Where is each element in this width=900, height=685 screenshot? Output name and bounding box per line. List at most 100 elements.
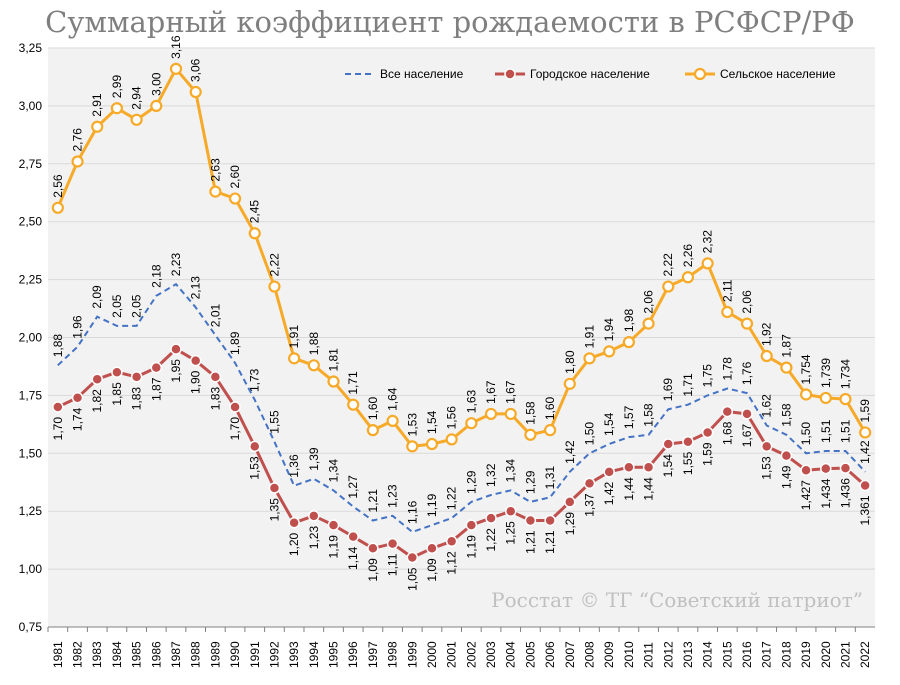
- rural-value-label: 1,754: [799, 354, 813, 384]
- urban-value-label: 1,21: [523, 530, 537, 554]
- rural-point: [130, 113, 143, 126]
- urban-value-label: 1,25: [504, 521, 518, 545]
- rural-point: [169, 62, 183, 75]
- rural-point: [189, 85, 202, 99]
- all-value-label: 1,75: [701, 364, 715, 388]
- urban-point: [760, 440, 773, 453]
- urban-point: [111, 366, 123, 378]
- x-tick-label: 1999: [405, 641, 419, 668]
- all-value-label: 1,71: [681, 373, 695, 397]
- urban-point: [465, 519, 478, 531]
- urban-value-label: 1,05: [405, 567, 419, 591]
- rural-value-label: 1,59: [858, 399, 872, 423]
- rural-value-label: 1,60: [366, 396, 380, 420]
- rural-value-label: 3,06: [189, 58, 203, 82]
- rural-value-label: 1,88: [307, 332, 321, 356]
- rural-value-label: 2,76: [71, 128, 85, 152]
- all-value-label: 1,21: [366, 489, 380, 513]
- x-tick-label: 1984: [110, 641, 124, 668]
- x-tick-label: 2007: [563, 641, 577, 668]
- urban-value-label: 1,22: [484, 528, 498, 552]
- rural-value-label: 1,58: [523, 401, 537, 425]
- urban-value-label: 1,68: [720, 421, 734, 445]
- rural-value-label: 2,45: [248, 200, 262, 224]
- y-tick-label: 2,75: [19, 157, 43, 171]
- rural-point: [425, 437, 439, 451]
- all-value-label: 1,19: [425, 493, 439, 517]
- all-value-label: 2,18: [149, 264, 163, 288]
- all-value-label: 1,32: [484, 463, 498, 487]
- x-tick-label: 2000: [425, 641, 439, 668]
- rural-value-label: 1,91: [287, 325, 301, 349]
- series-lines: [51, 62, 872, 564]
- urban-value-label: 1,09: [366, 558, 380, 582]
- rural-value-label: 3,00: [149, 72, 163, 96]
- rural-point: [504, 407, 517, 421]
- rural-point: [110, 102, 124, 115]
- urban-value-label: 1,55: [681, 451, 695, 475]
- x-tick-label: 1994: [307, 641, 321, 668]
- all-value-label: 2,05: [110, 294, 124, 318]
- rural-point: [51, 201, 64, 214]
- urban-value-label: 1,427: [799, 480, 813, 510]
- x-tick-label: 1986: [149, 641, 163, 668]
- rural-value-label: 2,06: [642, 290, 656, 314]
- urban-value-label: 1,87: [149, 377, 163, 401]
- x-tick-label: 2011: [642, 642, 656, 668]
- x-tick-label: 2008: [582, 641, 596, 668]
- rural-value-label: 1,94: [602, 318, 616, 342]
- urban-value-label: 1,53: [248, 456, 262, 480]
- x-tick-label: 1997: [366, 641, 380, 668]
- all-value-label: 2,09: [90, 285, 104, 309]
- rural-value-label: 1,71: [346, 371, 360, 395]
- urban-point: [741, 408, 753, 420]
- urban-value-label: 1,12: [445, 551, 459, 575]
- urban-value-label: 1,19: [327, 535, 341, 559]
- rural-point: [740, 317, 754, 330]
- urban-point: [170, 343, 182, 355]
- rural-point: [445, 433, 458, 446]
- all-value-label: 1,22: [445, 486, 459, 510]
- urban-value-label: 1,90: [189, 370, 203, 394]
- urban-value-label: 1,67: [740, 424, 754, 448]
- x-tick-label: 2010: [622, 641, 636, 668]
- all-value-label: 1,29: [523, 470, 537, 494]
- all-value-label: 1,29: [464, 470, 478, 494]
- all-value-label: 1,34: [327, 459, 341, 483]
- urban-value-label: 1,49: [779, 465, 793, 489]
- all-value-label: 1,96: [71, 315, 85, 339]
- rural-point: [288, 352, 301, 365]
- legend-label-all: Все население: [380, 67, 464, 81]
- urban-point: [367, 542, 379, 555]
- urban-value-label: 1,44: [622, 477, 636, 501]
- all-value-label: 1,42: [858, 440, 872, 464]
- all-value-label: 1,54: [602, 412, 616, 436]
- x-tick-label: 1995: [327, 641, 341, 668]
- x-tick-label: 2015: [720, 641, 734, 668]
- urban-value-label: 1,42: [602, 482, 616, 506]
- urban-point: [564, 496, 576, 508]
- urban-point: [249, 440, 261, 453]
- x-tick-label: 2021: [838, 641, 852, 668]
- urban-point: [544, 514, 556, 527]
- rural-point: [524, 428, 537, 441]
- urban-value-label: 1,29: [563, 512, 577, 536]
- rural-value-label: 2,06: [740, 290, 754, 314]
- urban-point: [347, 530, 359, 543]
- rural-value-label: 1,53: [405, 413, 419, 437]
- all-value-label: 2,05: [130, 294, 144, 318]
- x-tick-label: 1992: [267, 641, 281, 668]
- x-tick-label: 2004: [504, 641, 518, 668]
- rural-value-label: 2,26: [681, 244, 695, 268]
- all-value-label: 1,34: [504, 459, 518, 483]
- x-tick-label: 1993: [287, 641, 301, 668]
- y-tick-label: 2,25: [19, 273, 43, 287]
- urban-value-label: 1,53: [760, 456, 774, 480]
- urban-value-label: 1,37: [582, 493, 596, 517]
- rural-value-label: 1,67: [504, 380, 518, 404]
- urban-value-label: 1,11: [386, 553, 400, 576]
- urban-value-label: 1,14: [346, 546, 360, 570]
- y-tick-label: 1,75: [19, 388, 43, 402]
- rural-value-label: 1,63: [464, 390, 478, 414]
- rural-value-label: 2,91: [90, 93, 104, 117]
